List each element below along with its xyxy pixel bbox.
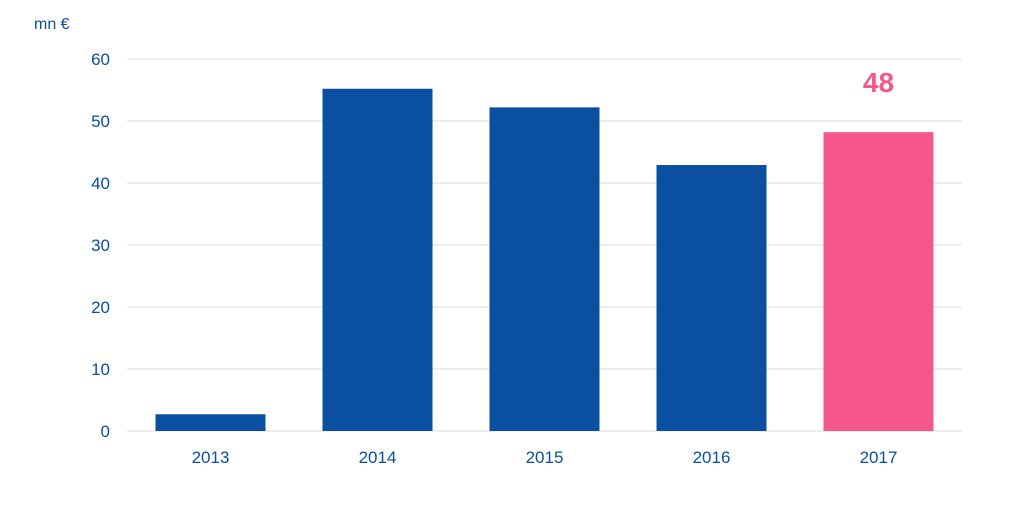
bar-2015 (489, 107, 600, 432)
bars (155, 88, 934, 432)
x-tick-label-2017: 2017 (860, 448, 898, 467)
y-tick-label-50: 50 (91, 112, 110, 131)
x-axis-ticks: 2013 2014 2015 2016 2017 (192, 448, 898, 467)
x-tick-label-2013: 2013 (192, 448, 230, 467)
y-tick-label-40: 40 (91, 174, 110, 193)
y-axis-ticks: 0 10 20 30 40 50 60 (91, 50, 110, 441)
bar-2013 (155, 414, 266, 431)
data-label-2017: 48 (863, 67, 894, 98)
x-tick-label-2016: 2016 (693, 448, 731, 467)
bar-2017 (823, 132, 934, 431)
y-tick-label-20: 20 (91, 298, 110, 317)
bar-2016 (656, 165, 767, 431)
data-labels: 48 (863, 67, 894, 98)
y-tick-label-60: 60 (91, 50, 110, 69)
y-tick-label-10: 10 (91, 360, 110, 379)
x-tick-label-2015: 2015 (526, 448, 564, 467)
y-tick-label-30: 30 (91, 236, 110, 255)
bar-2014 (322, 88, 433, 431)
y-tick-label-0: 0 (101, 422, 110, 441)
x-tick-label-2014: 2014 (359, 448, 397, 467)
y-axis-unit-label: mn € (34, 16, 70, 33)
